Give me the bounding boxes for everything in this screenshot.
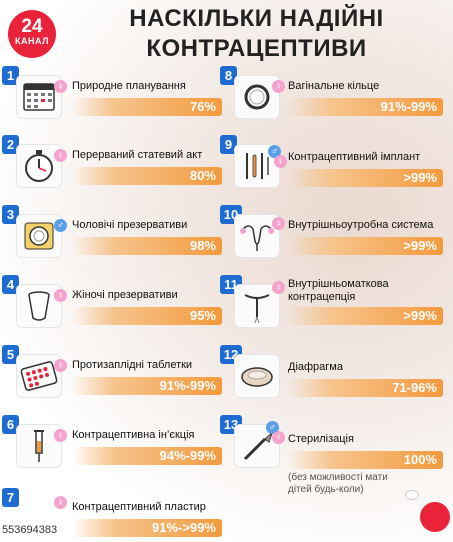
method-label: Діафрагма: [288, 361, 343, 373]
method-label: Контрацептивний імплант: [288, 151, 421, 163]
method-item-11: 11 ♀ Внутрішньоматкова контрацепція >99%: [220, 275, 450, 335]
reliability-bar: 95%: [72, 307, 222, 325]
female-symbol-icon: ♀: [54, 429, 67, 442]
method-label: Контрацептивний пластир: [72, 501, 206, 513]
male-symbol-icon: ♂: [266, 421, 279, 434]
reliability-value: >99%: [403, 238, 437, 253]
method-number: 6: [2, 415, 19, 434]
method-item-5: 5 ♀ Протизаплідні таблетки 91%-99%: [2, 345, 226, 401]
method-number: 5: [2, 345, 19, 364]
method-label: Природне планування: [72, 80, 186, 92]
female-symbol-icon: ♀: [54, 496, 67, 509]
reliability-value: 91%-99%: [380, 99, 437, 114]
method-label: Внутрішньоутробна система: [288, 219, 434, 231]
method-label: Вагінальне кільце: [288, 80, 380, 92]
reliability-value: 80%: [189, 168, 216, 183]
method-number: 8: [220, 66, 237, 85]
method-label: Жіночі презервативи: [72, 289, 178, 301]
method-label: Внутрішньоматкова контрацепція: [288, 278, 389, 303]
female-symbol-icon: ♀: [272, 80, 285, 93]
reliability-value: 100%: [403, 452, 437, 467]
pill-pack-icon: [16, 354, 62, 398]
reliability-bar: 94%-99%: [72, 447, 222, 465]
method-number: 3: [2, 205, 19, 224]
male-symbol-icon: ♂: [268, 145, 281, 158]
method-item-6: 6 ♀ Контрацептивна ін’єкція 94%-99%: [2, 415, 226, 471]
method-item-3: 3 ♂ Чоловічі презервативи 98%: [2, 205, 226, 261]
reliability-value: 98%: [189, 238, 216, 253]
method-item-7: 7 ♀ Контрацептивний пластир 91%->99%: [2, 488, 226, 542]
method-label: Протизаплідні таблетки: [72, 359, 193, 371]
iud-icon: [234, 284, 280, 328]
diaphragm-icon: [234, 354, 280, 398]
reliability-value: 95%: [189, 308, 216, 323]
reliability-bar: >99%: [288, 307, 443, 325]
reliability-value: >99%: [403, 308, 437, 323]
reliability-bar: 91%-99%: [288, 98, 443, 116]
method-number: 9: [220, 135, 237, 154]
reliability-bar: >99%: [288, 169, 443, 187]
method-number: 4: [2, 275, 19, 294]
female-symbol-icon: ♀: [54, 359, 67, 372]
reliability-bar: 100%: [288, 451, 443, 469]
method-item-8: 8 ♀ Вагінальне кільце 91%-99%: [220, 66, 450, 122]
female-symbol-icon: ♀: [54, 289, 67, 302]
logo-number: 24: [21, 16, 43, 37]
reliability-bar: 98%: [72, 237, 222, 255]
female-symbol-icon: ♀: [272, 281, 285, 294]
reliability-value: 76%: [189, 99, 216, 114]
reliability-value: 91%->99%: [152, 520, 216, 535]
reliability-bar: 71-96%: [288, 379, 443, 397]
title-line-2: КОНТРАЦЕПТИВИ: [146, 35, 367, 62]
decorative-circle: [420, 502, 450, 532]
method-item-10: 10 ♀ Внутрішньоутробна система >99%: [220, 205, 450, 261]
method-number: 7: [2, 488, 19, 507]
female-symbol-icon: ♀: [54, 149, 67, 162]
reliability-bar: 91%->99%: [72, 519, 222, 537]
method-label: Чоловічі презервативи: [72, 219, 188, 231]
reliability-bar: >99%: [288, 237, 443, 255]
method-item-12: 12 Діафрагма 71-96%: [220, 345, 450, 401]
method-label: Стерилізація: [288, 433, 354, 445]
reliability-bar: 76%: [72, 98, 222, 116]
reliability-value: 71-96%: [392, 380, 437, 395]
reliability-bar: 91%-99%: [72, 377, 222, 395]
decorative-shape: [405, 490, 419, 500]
female-symbol-icon: ♀: [272, 217, 285, 230]
reliability-value: 91%-99%: [159, 378, 216, 393]
female-condom-icon: [16, 284, 62, 328]
sterilization-note: (без можливості мати дітей будь-коли): [288, 472, 388, 495]
page-title: НАСКІЛЬКИ НАДІЙНІ КОНТРАЦЕПТИВИ: [60, 4, 453, 64]
method-item-4: 4 ♀ Жіночі презервативи 95%: [2, 275, 226, 331]
stopwatch-icon: [16, 144, 62, 188]
method-label: Перерваний статевий акт: [72, 149, 203, 161]
method-label: Контрацептивна ін’єкція: [72, 429, 195, 441]
logo-text: КАНАЛ: [15, 36, 49, 46]
title-line-1: НАСКІЛЬКИ НАДІЙНІ: [129, 5, 384, 32]
male-symbol-icon: ♂: [54, 219, 67, 232]
method-item-13: 13 ♂ ♀ Стерилізація 100% (без можливості…: [220, 415, 450, 505]
female-symbol-icon: ♀: [54, 80, 67, 93]
method-number: 1: [2, 66, 19, 85]
reliability-bar: 80%: [72, 167, 222, 185]
method-item-2: 2 ♀ Перерваний статевий акт 80%: [2, 135, 226, 191]
reliability-value: >99%: [403, 170, 437, 185]
syringe-icon: [16, 424, 62, 468]
method-number: 2: [2, 135, 19, 154]
channel-logo[interactable]: 24 КАНАЛ: [8, 10, 56, 58]
photo-id: 553694383: [0, 519, 70, 542]
method-item-1: 1 ♀ Природне планування 76%: [2, 66, 226, 122]
female-symbol-icon: ♀: [272, 431, 285, 444]
female-symbol-icon: ♀: [274, 155, 287, 168]
reliability-value: 94%-99%: [159, 448, 216, 463]
method-item-9: 9 ♂ ♀ Контрацептивний імплант >99%: [220, 135, 450, 191]
